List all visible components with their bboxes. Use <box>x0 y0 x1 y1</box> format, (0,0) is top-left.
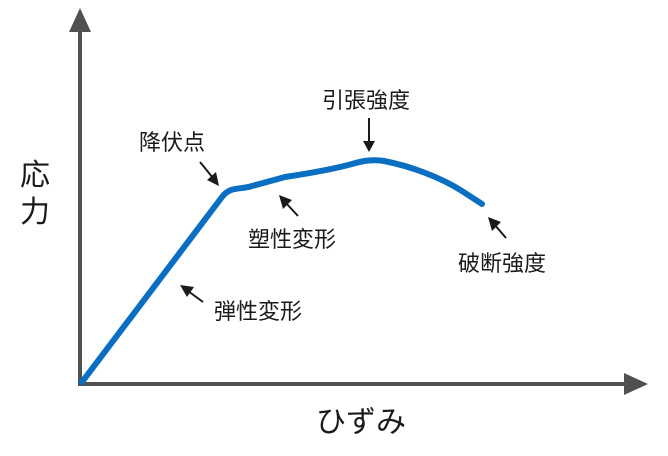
tensile-strength-label: 引張強度 <box>322 89 410 114</box>
fracture-strength-arrowhead <box>488 217 501 231</box>
x-axis-arrowhead <box>624 373 648 395</box>
annotation-arrows <box>180 118 507 303</box>
plastic-deformation-label: 塑性変形 <box>248 228 336 253</box>
y-axis-arrowhead <box>69 8 91 32</box>
fracture-strength-label: 破断強度 <box>458 252 546 277</box>
stress-strain-curve <box>79 157 485 385</box>
yield-point-arrow <box>199 161 214 179</box>
y-axis-label-bottom: 力 <box>20 195 50 230</box>
elastic-deformation-arrow <box>187 290 204 303</box>
elastic-deformation-label: 弾性変形 <box>214 300 302 325</box>
tensile-strength-arrowhead <box>363 141 375 152</box>
elastic-deformation-arrowhead <box>180 285 194 297</box>
plastic-deformation-arrowhead <box>279 195 292 209</box>
x-axis-label: ひずみ <box>316 405 406 440</box>
y-axis-label-top: 応 <box>20 158 50 193</box>
axes <box>69 8 648 395</box>
yield-point-label: 降伏点 <box>139 131 205 156</box>
yield-point-arrowhead <box>207 172 219 186</box>
